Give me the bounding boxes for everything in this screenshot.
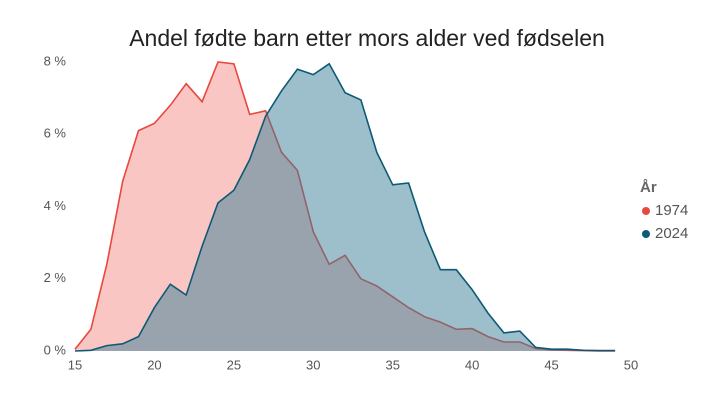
y-tick-label: 8 %	[44, 53, 67, 68]
legend-marker	[642, 207, 650, 215]
y-tick-label: 2 %	[44, 270, 67, 285]
chart-title: Andel fødte barn etter mors alder ved fø…	[129, 25, 605, 51]
x-tick-label: 50	[624, 357, 638, 372]
line	[74, 62, 616, 352]
x-tick-label: 25	[227, 357, 241, 372]
legend-marker	[642, 230, 650, 238]
legend-title: År	[640, 179, 657, 196]
area	[75, 63, 616, 352]
legend-label: 2024	[655, 225, 688, 242]
x-tick-label: 45	[544, 357, 558, 372]
y-tick-label: 6 %	[44, 126, 67, 141]
x-tick-label: 30	[306, 357, 320, 372]
y-tick-label: 0 %	[44, 342, 67, 357]
x-tick-label: 35	[385, 357, 399, 372]
y-tick-label: 4 %	[44, 198, 67, 213]
x-tick-label: 20	[147, 357, 161, 372]
x-tick-label: 40	[465, 357, 479, 372]
legend-label: 1974	[655, 202, 688, 219]
x-tick-label: 15	[68, 357, 82, 372]
